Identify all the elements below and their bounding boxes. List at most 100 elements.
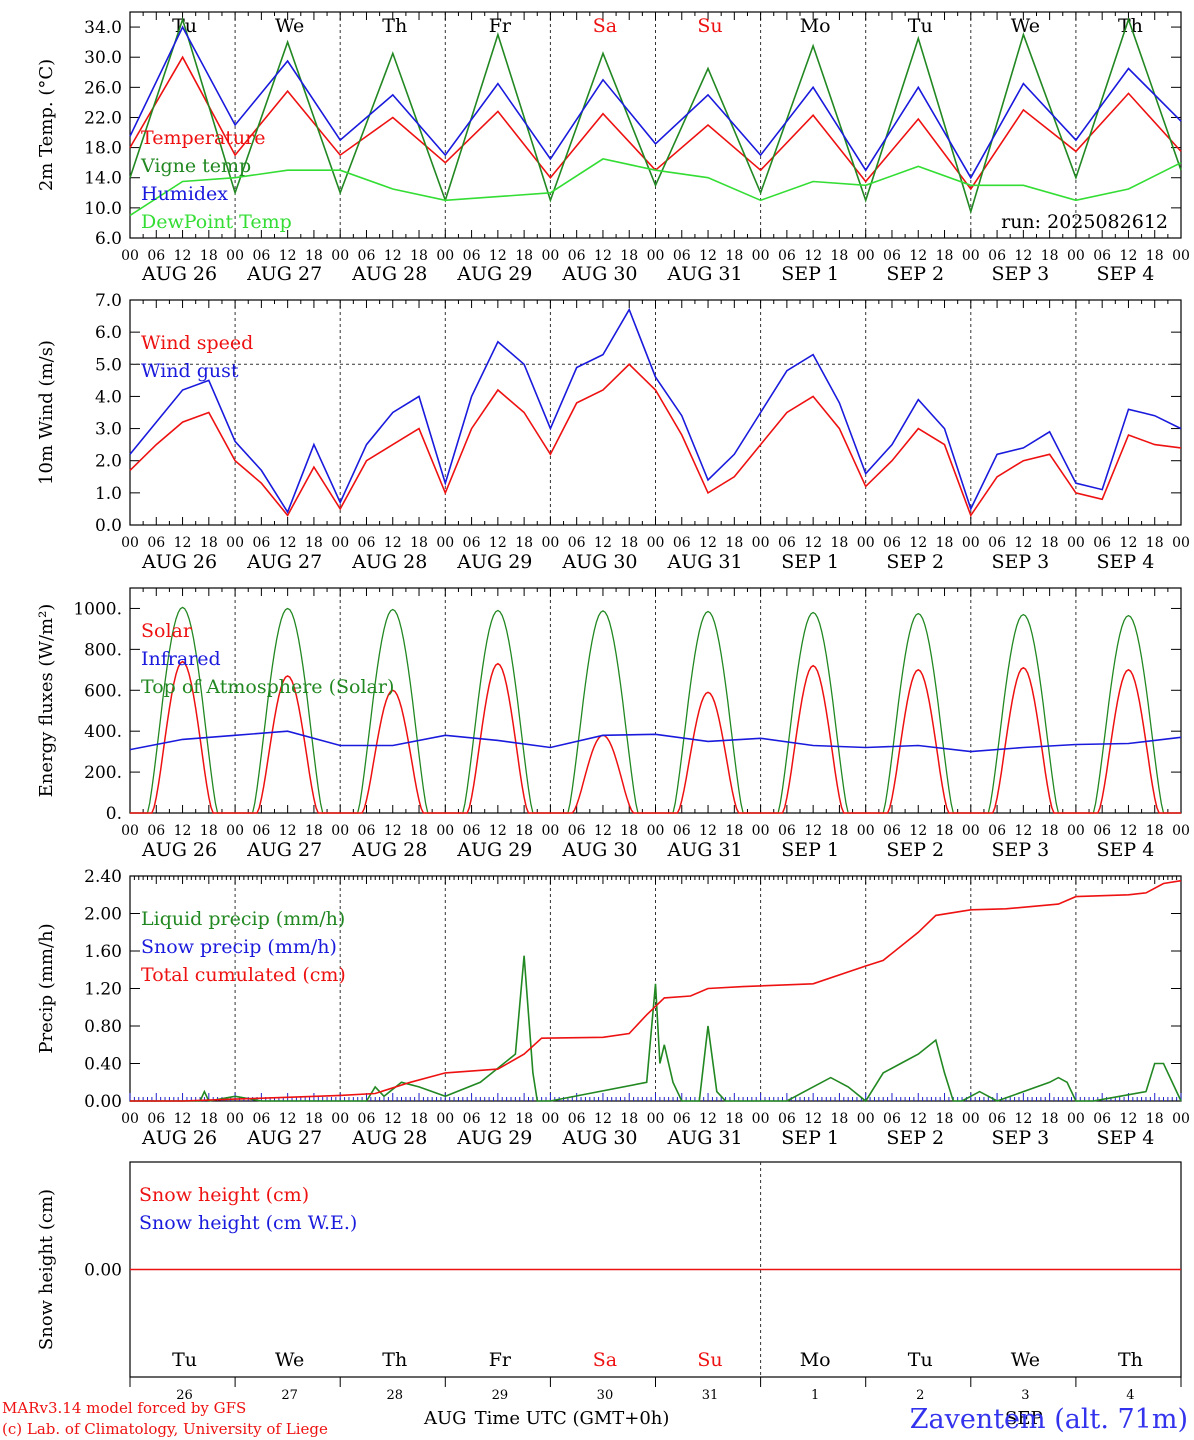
- date-label: SEP 2: [886, 551, 944, 573]
- hour-tick-label: 18: [831, 1111, 849, 1127]
- y-tick-label: 800.: [84, 640, 122, 660]
- y-tick-label: 7.0: [95, 291, 122, 311]
- date-label: AUG 31: [666, 263, 742, 285]
- panel-5: 0.00 Snow height (cm) Tu We Th Fr Sa Su Mo Tu We Th…: [36, 1161, 1182, 1387]
- series-line: [129, 55, 1182, 191]
- hour-tick-label: 00: [1067, 823, 1085, 839]
- hour-tick-label: 06: [1093, 823, 1111, 839]
- hour-tick-label: 06: [778, 535, 796, 551]
- hour-tick-label: 12: [804, 823, 822, 839]
- date-label: SEP 3: [991, 839, 1049, 861]
- weekday-label: Tu: [172, 1349, 197, 1371]
- panel-frame: [129, 299, 1182, 526]
- date-label: AUG 26: [141, 263, 217, 285]
- hour-tick-label: 18: [1041, 1111, 1059, 1127]
- hour-tick-label: 00: [331, 535, 349, 551]
- hour-tick-label: 12: [804, 1111, 822, 1127]
- hour-tick-label: 18: [410, 248, 428, 264]
- y-axis-title: Precip (mm/h): [36, 923, 57, 1053]
- day-number-label: 3: [1021, 1388, 1029, 1403]
- hour-tick-label: 00: [436, 248, 454, 264]
- hour-tick-label: 18: [305, 535, 323, 551]
- hour-tick-label: 00: [541, 248, 559, 264]
- hour-tick-label: 00: [436, 535, 454, 551]
- date-label: SEP 2: [886, 1127, 944, 1149]
- date-label: SEP 2: [886, 263, 944, 285]
- hour-tick-label: 18: [515, 1111, 533, 1127]
- weekday-label: Su: [697, 1349, 722, 1371]
- y-tick-label: 2.0: [95, 452, 122, 472]
- hour-tick-label: 00: [752, 1111, 770, 1127]
- hour-tick-label: 12: [174, 823, 192, 839]
- series-line: [129, 25, 1182, 180]
- hour-tick-label: 12: [489, 823, 507, 839]
- date-label: AUG 31: [666, 551, 742, 573]
- hour-tick-label: 00: [857, 535, 875, 551]
- date-label: AUG 28: [351, 263, 427, 285]
- date-label: SEP 4: [1097, 1127, 1155, 1149]
- hour-tick-label: 06: [988, 248, 1006, 264]
- hour-tick-label: 06: [1093, 1111, 1111, 1127]
- date-label: AUG 29: [456, 263, 532, 285]
- hour-tick-label: 12: [384, 535, 402, 551]
- weekday-label: Mo: [800, 15, 831, 37]
- hour-tick-label: 12: [1014, 535, 1032, 551]
- date-label: AUG 27: [246, 263, 322, 285]
- weekday-label: Th: [382, 1349, 407, 1371]
- hour-tick-label: 18: [936, 823, 954, 839]
- y-tick-label: 6.0: [95, 229, 122, 249]
- hour-tick-label: 00: [857, 823, 875, 839]
- hour-tick-label: 18: [620, 1111, 638, 1127]
- date-label: AUG 29: [456, 839, 532, 861]
- hour-tick-label: 00: [752, 823, 770, 839]
- hour-tick-label: 06: [252, 535, 270, 551]
- weekday-label: Tu: [908, 15, 933, 37]
- date-label: AUG 27: [246, 1127, 322, 1149]
- hour-tick-label: 00: [541, 823, 559, 839]
- hour-tick-label: 00: [226, 535, 244, 551]
- y-tick-label: 5.0: [95, 355, 122, 375]
- hour-tick-label: 12: [279, 248, 297, 264]
- day-number-label: 30: [597, 1388, 614, 1403]
- series-line: [130, 879, 1182, 1102]
- hour-tick-label: 18: [200, 1111, 218, 1127]
- hour-tick-label: 12: [489, 1111, 507, 1127]
- hour-tick-label: 18: [1146, 248, 1164, 264]
- date-label: SEP 1: [781, 839, 839, 861]
- hour-tick-label: 12: [384, 1111, 402, 1127]
- hour-tick-label: 00: [1172, 823, 1190, 839]
- hour-tick-label: 12: [909, 535, 927, 551]
- hour-tick-label: 06: [673, 823, 691, 839]
- hour-tick-label: 18: [936, 1111, 954, 1127]
- hour-tick-label: 00: [647, 248, 665, 264]
- y-tick-label: 26.0: [84, 78, 122, 98]
- date-label: SEP 3: [991, 263, 1049, 285]
- weekday-label: Mo: [800, 1349, 831, 1371]
- hour-tick-label: 06: [673, 248, 691, 264]
- hour-tick-label: 00: [1067, 1111, 1085, 1127]
- hour-tick-label: 06: [147, 535, 165, 551]
- hour-tick-label: 06: [147, 1111, 165, 1127]
- hour-tick-label: 06: [988, 535, 1006, 551]
- date-label: SEP 4: [1097, 551, 1155, 573]
- hour-tick-label: 00: [331, 1111, 349, 1127]
- hour-tick-label: 06: [252, 248, 270, 264]
- y-axis-title: 10m Wind (m/s): [36, 340, 57, 485]
- model-credit: MARv3.14 model forced by GFS: [2, 1399, 246, 1417]
- hour-tick-label: 06: [147, 823, 165, 839]
- y-tick-label: 0.80: [84, 1017, 122, 1037]
- hour-tick-label: 18: [200, 535, 218, 551]
- hour-tick-label: 18: [620, 248, 638, 264]
- date-label: SEP 1: [781, 551, 839, 573]
- hour-tick-label: 18: [410, 535, 428, 551]
- hour-tick-label: 06: [883, 535, 901, 551]
- hour-tick-label: 06: [568, 823, 586, 839]
- hour-tick-label: 00: [121, 535, 139, 551]
- hour-tick-label: 00: [226, 1111, 244, 1127]
- legend-entry: Snow height (cm W.E.): [139, 1212, 357, 1234]
- date-label: SEP 3: [991, 1127, 1049, 1149]
- hour-tick-label: 12: [594, 1111, 612, 1127]
- weekday-label: Tu: [908, 1349, 933, 1371]
- y-tick-label: 1000.: [73, 599, 122, 619]
- hour-tick-label: 06: [252, 823, 270, 839]
